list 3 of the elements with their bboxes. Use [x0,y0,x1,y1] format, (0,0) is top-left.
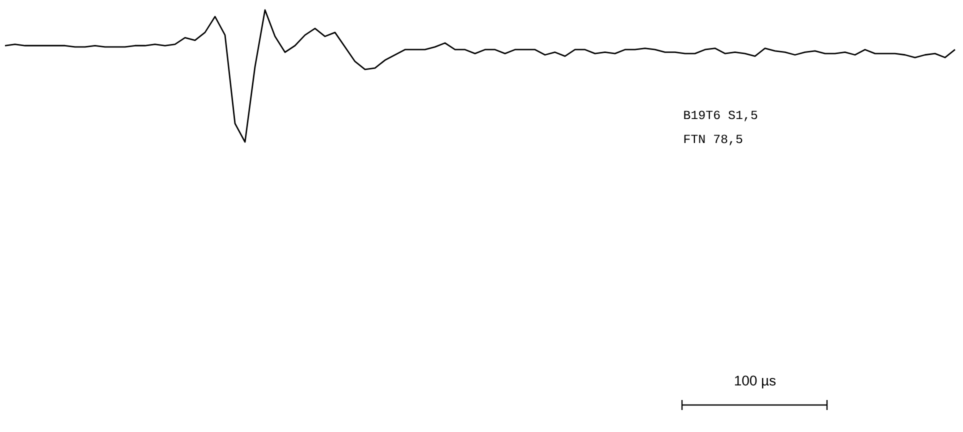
text: 100 µs [734,376,776,388]
annotation: B19T6 S1,5 [684,110,758,122]
annotation: FTN 78,5 [684,134,742,146]
